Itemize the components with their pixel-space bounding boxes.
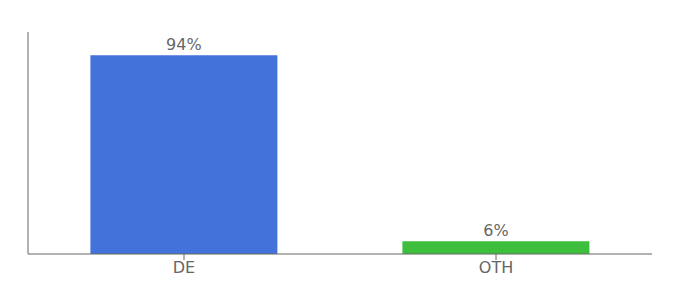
svg-text:OTH: OTH [479, 258, 513, 277]
svg-text:94%: 94% [166, 35, 202, 54]
svg-text:6%: 6% [483, 221, 508, 240]
svg-text:DE: DE [173, 258, 195, 277]
